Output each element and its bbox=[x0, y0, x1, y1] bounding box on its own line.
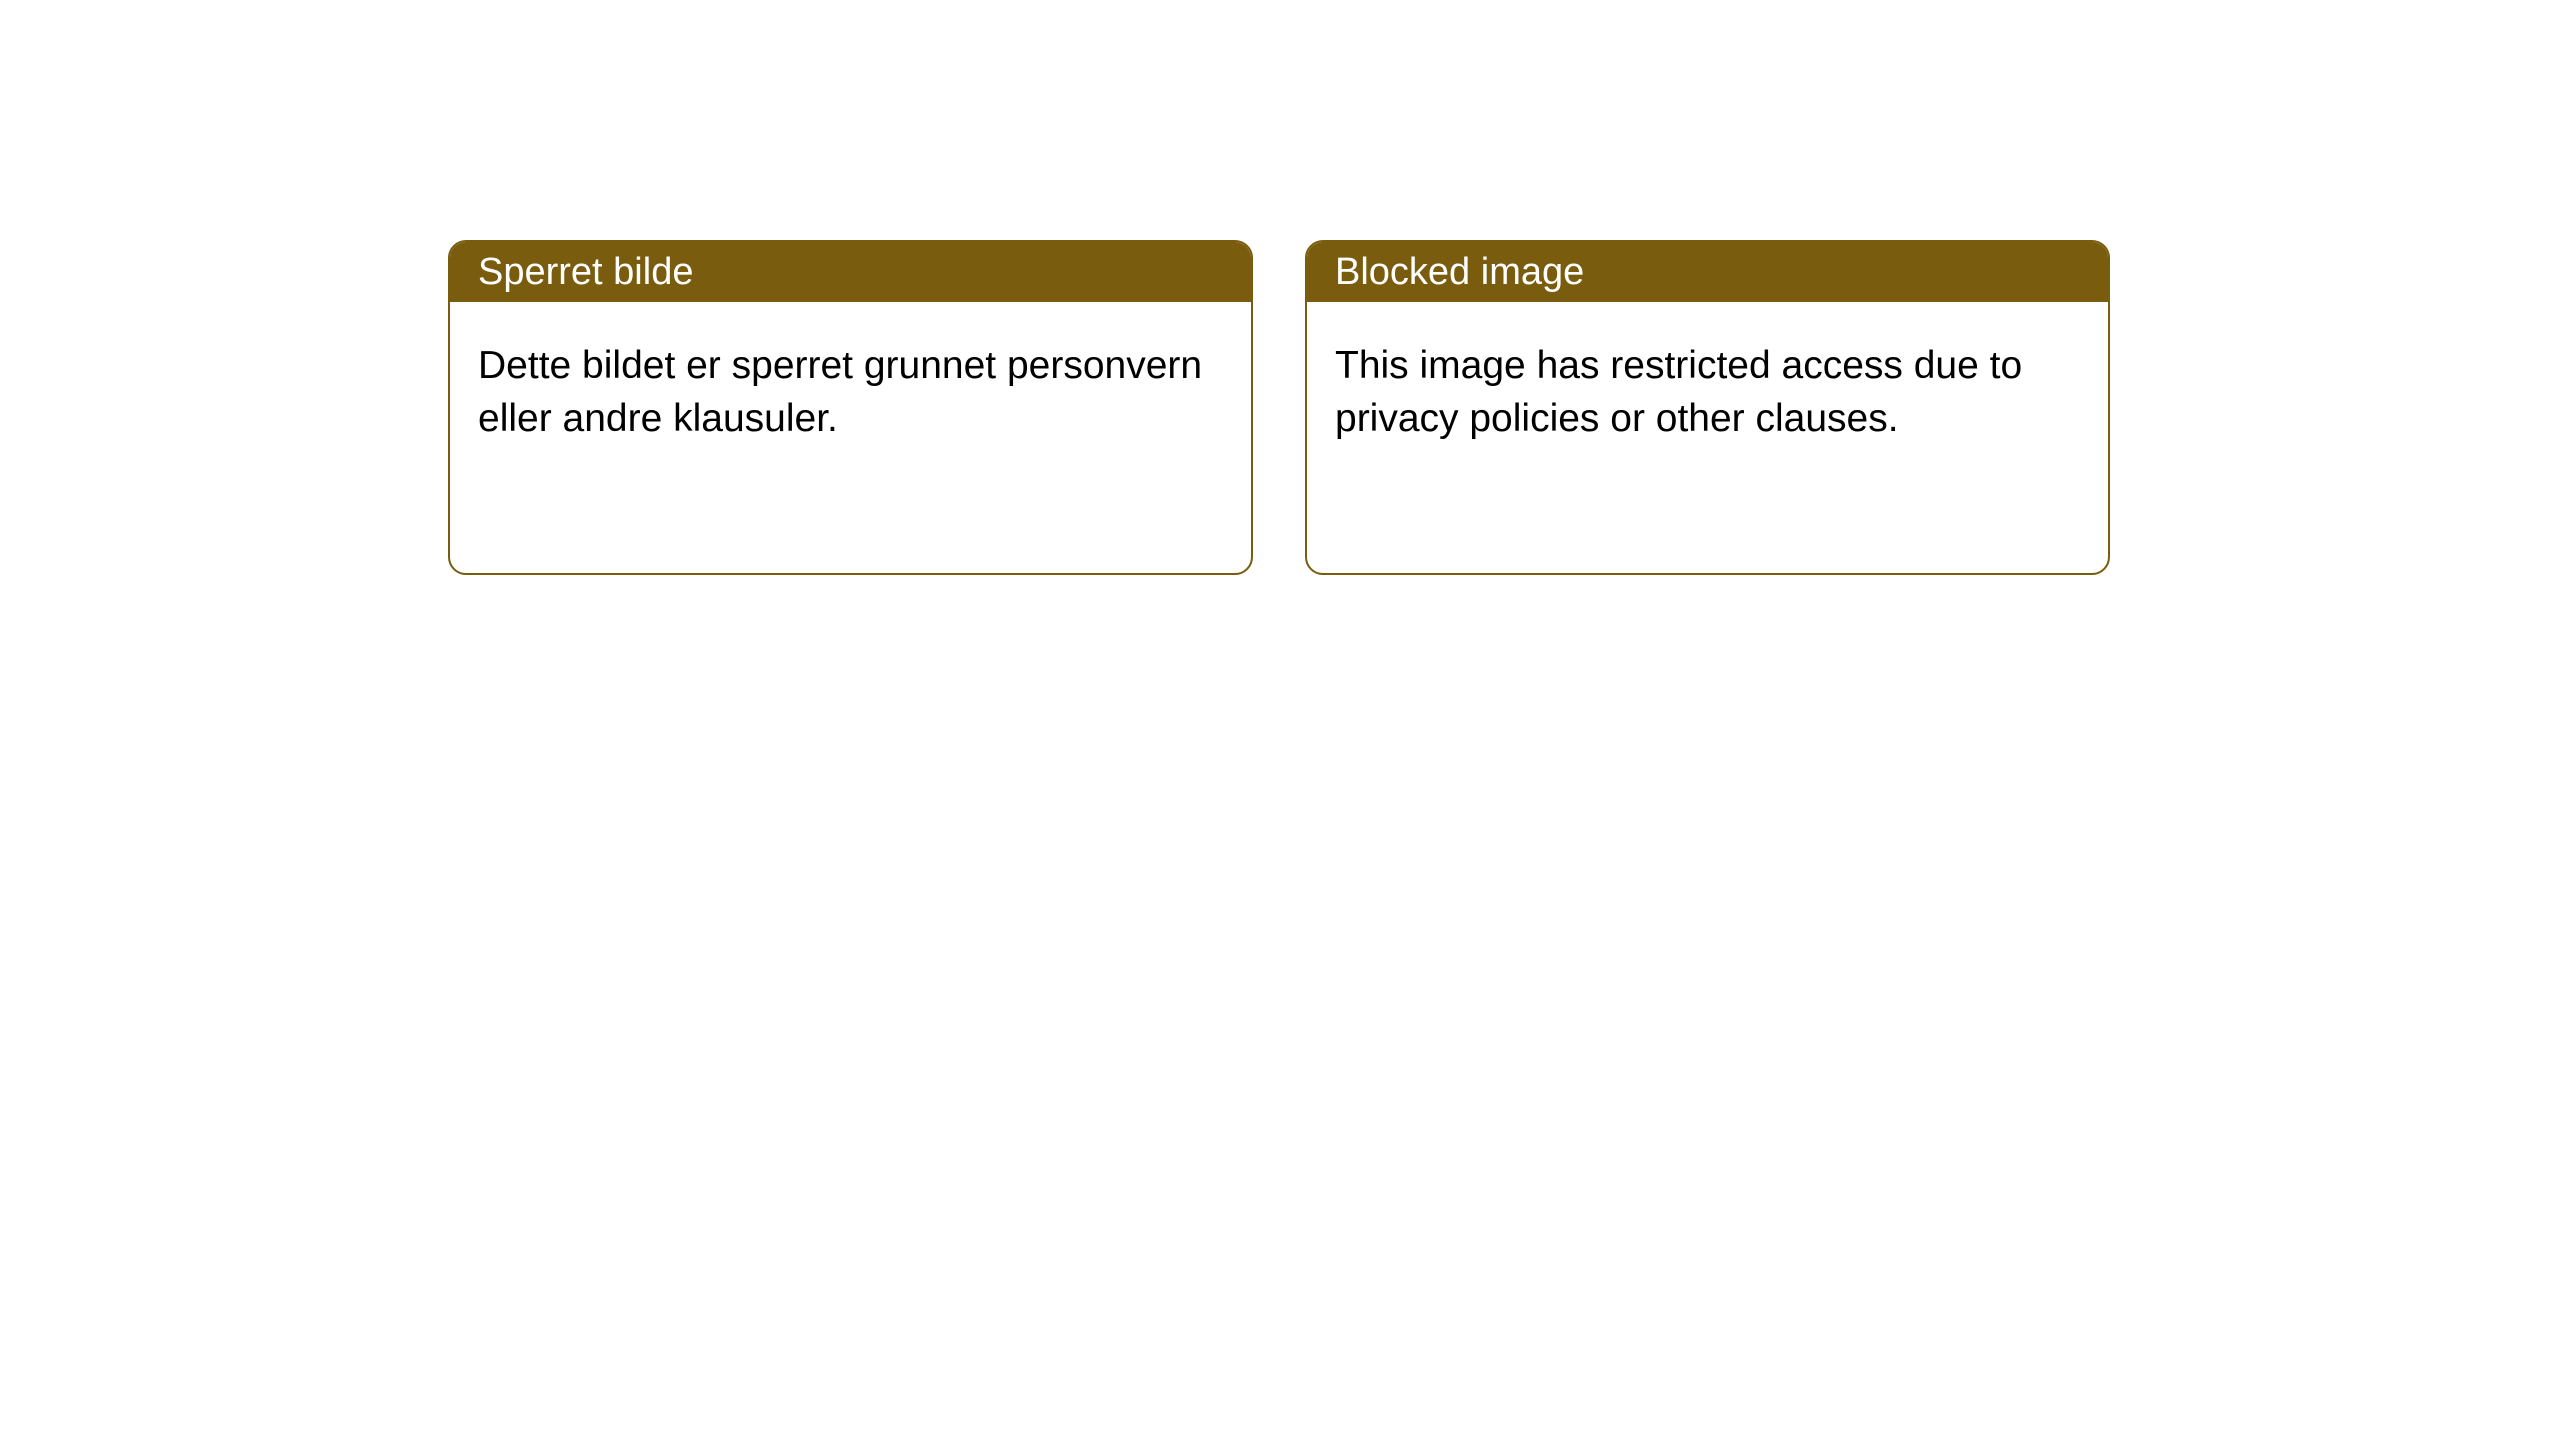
notice-container: Sperret bilde Dette bildet er sperret gr… bbox=[0, 0, 2560, 575]
notice-header: Sperret bilde bbox=[450, 242, 1251, 302]
notice-body: This image has restricted access due to … bbox=[1307, 302, 2108, 483]
notice-card-norwegian: Sperret bilde Dette bildet er sperret gr… bbox=[448, 240, 1253, 575]
notice-header: Blocked image bbox=[1307, 242, 2108, 302]
notice-card-english: Blocked image This image has restricted … bbox=[1305, 240, 2110, 575]
notice-body: Dette bildet er sperret grunnet personve… bbox=[450, 302, 1251, 483]
